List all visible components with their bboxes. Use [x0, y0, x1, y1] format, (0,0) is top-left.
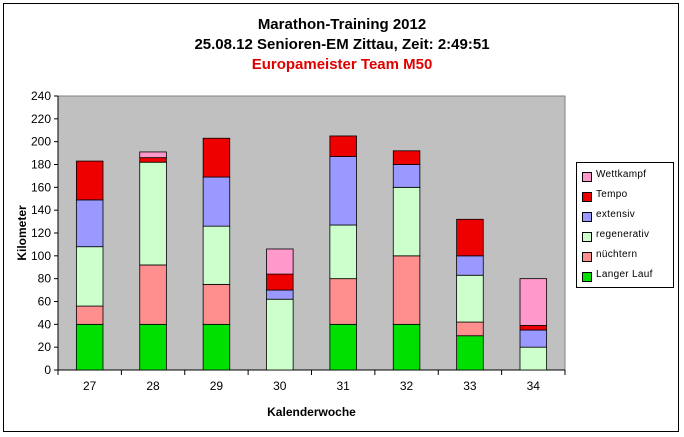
bar-segment-tempo [456, 218, 484, 257]
bar-segment-extensiv [329, 156, 357, 226]
bar-segment-regenerativ [266, 298, 294, 371]
legend-label: Langer Lauf [596, 269, 653, 280]
bar-segment-langer-lauf [202, 323, 231, 371]
bar-segment-langer-lauf [392, 323, 421, 371]
y-tick-label: 100 [31, 249, 51, 263]
bar-segment-extensiv [456, 255, 484, 276]
x-tick-label: 28 [146, 379, 160, 393]
plot-area [57, 95, 566, 371]
y-tick-label: 20 [38, 340, 52, 354]
bar-segment-extensiv [392, 164, 421, 188]
legend-swatch [582, 172, 592, 182]
bar-segment-n-chtern [392, 255, 421, 325]
bar-segment-regenerativ [75, 246, 104, 307]
bar-segment-extensiv [519, 329, 548, 348]
bar-segment-extensiv [266, 289, 294, 300]
bar-segment-tempo [139, 157, 167, 163]
x-axis-title: Kalenderwoche [267, 405, 356, 419]
chart-subtitle: 25.08.12 Senioren-EM Zittau, Zeit: 2:49:… [194, 36, 490, 53]
y-tick-label: 220 [31, 112, 51, 126]
bar-segment-n-chtern [329, 278, 357, 325]
bar-segment-n-chtern [456, 321, 484, 337]
bar-segment-extensiv [75, 199, 104, 248]
bar-segment-langer-lauf [456, 335, 484, 371]
legend-label: extensiv [596, 209, 636, 220]
legend-item: nüchtern [577, 247, 673, 267]
bar-segment-regenerativ [139, 161, 167, 266]
bar-segment-tempo [202, 137, 231, 178]
y-tick-label: 80 [38, 272, 52, 286]
legend-label: nüchtern [596, 249, 638, 260]
bar-segment-tempo [392, 150, 421, 165]
chart-legend: Wettkampf Tempo extensiv regenerativ nüchter… [576, 162, 674, 288]
bar-segment-regenerativ [392, 186, 421, 257]
legend-item: Tempo [577, 187, 673, 207]
y-tick-label: 60 [38, 295, 52, 309]
bar-segment-regenerativ [329, 224, 357, 280]
bar-segment-tempo [266, 273, 294, 291]
x-tick-label: 31 [337, 379, 351, 393]
legend-item: regenerativ [577, 227, 673, 247]
bar-segment-wettkampf [519, 278, 548, 326]
y-tick-label: 180 [31, 158, 51, 172]
legend-swatch [582, 192, 592, 202]
x-tick-label: 34 [527, 379, 541, 393]
chart-title: Marathon-Training 2012 [257, 16, 427, 33]
bar-segment-regenerativ [519, 346, 548, 371]
legend-swatch [582, 252, 592, 262]
bar-segment-langer-lauf [329, 323, 357, 371]
y-tick-label: 140 [31, 203, 51, 217]
x-tick-label: 30 [273, 379, 287, 393]
bar-segment-tempo [519, 325, 548, 331]
bar-segment-wettkampf [266, 248, 294, 275]
bar-segment-wettkampf [139, 151, 167, 159]
chart-subtitle-highlight: Europameister Team M50 [251, 56, 433, 73]
legend-swatch [582, 272, 592, 282]
x-tick-label: 32 [400, 379, 414, 393]
legend-label: Wettkampf [596, 169, 647, 180]
y-tick-label: 0 [44, 363, 51, 377]
bar-segment-regenerativ [456, 274, 484, 323]
bar-segment-n-chtern [75, 305, 104, 325]
legend-label: Tempo [596, 189, 628, 200]
x-tick-label: 33 [463, 379, 477, 393]
bar-segment-n-chtern [139, 264, 167, 325]
x-tick-label: 27 [83, 379, 97, 393]
legend-label: regenerativ [596, 229, 650, 240]
y-tick-label: 240 [31, 89, 51, 103]
legend-item: Wettkampf [577, 167, 673, 187]
legend-item: extensiv [577, 207, 673, 227]
bar-segment-langer-lauf [139, 323, 167, 371]
x-tick-label: 29 [210, 379, 224, 393]
y-tick-label: 200 [31, 135, 51, 149]
legend-swatch [582, 212, 592, 222]
y-tick-label: 120 [31, 226, 51, 240]
bar-segment-langer-lauf [75, 323, 104, 371]
bar-segment-n-chtern [202, 283, 231, 325]
legend-item: Langer Lauf [577, 267, 673, 287]
bar-segment-regenerativ [202, 225, 231, 285]
y-axis-title: Kilometer [15, 205, 29, 261]
bar-segment-tempo [75, 160, 104, 201]
y-tick-label: 40 [38, 317, 52, 331]
legend-swatch [582, 232, 592, 242]
y-tick-label: 160 [31, 180, 51, 194]
bar-segment-extensiv [202, 176, 231, 227]
bar-segment-tempo [329, 135, 357, 157]
